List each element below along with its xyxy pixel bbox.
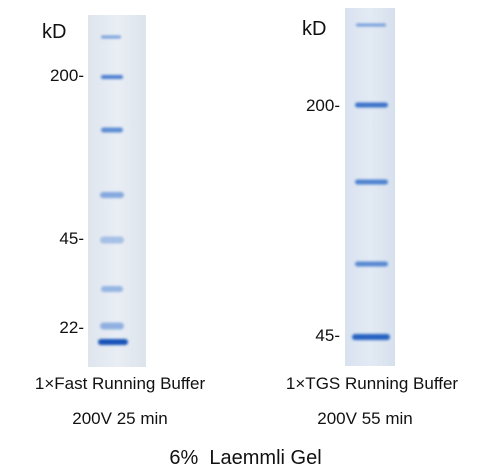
band — [352, 334, 390, 340]
lane — [88, 15, 146, 367]
marker-label: 200- — [49, 66, 84, 85]
marker-label: 45- — [59, 229, 84, 248]
band — [98, 339, 128, 345]
marker-label: 200- — [305, 96, 340, 115]
band — [101, 75, 123, 79]
lane — [345, 8, 395, 366]
figure-title: 6% Laemmli Gel — [169, 447, 322, 469]
band — [355, 261, 388, 267]
caption: 200V 55 min — [317, 409, 413, 428]
marker-label: 22- — [59, 318, 84, 337]
band — [101, 127, 123, 133]
band — [100, 322, 124, 330]
caption: 1×TGS Running Buffer — [285, 374, 459, 393]
band — [101, 35, 121, 39]
band — [101, 286, 123, 292]
band — [100, 236, 124, 244]
caption: 200V 25 min — [72, 409, 168, 428]
band — [100, 192, 124, 198]
unit-label: kD — [302, 18, 327, 40]
band — [355, 179, 388, 185]
band — [355, 102, 388, 108]
unit-label: kD — [42, 21, 67, 43]
band — [356, 23, 386, 27]
caption: 1×Fast Running Buffer — [34, 374, 206, 393]
marker-label: 45- — [315, 326, 340, 345]
